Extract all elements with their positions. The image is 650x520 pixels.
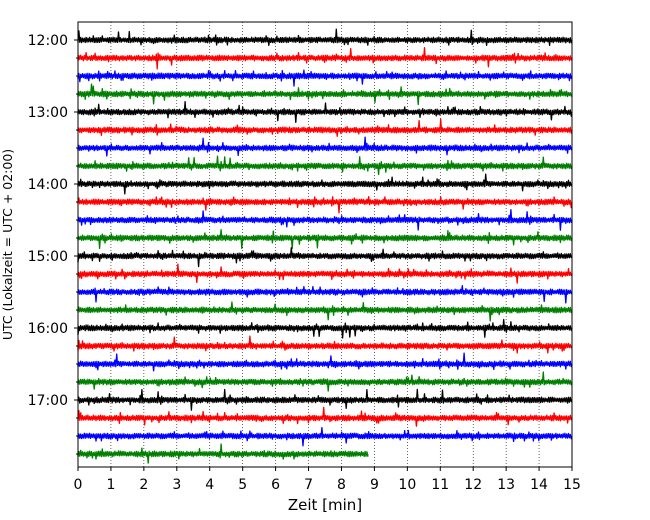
x-tick-label: 7	[304, 477, 313, 493]
y-tick-label: 16:00	[28, 321, 68, 337]
trace-1430	[77, 208, 573, 231]
trace-1600	[77, 318, 573, 339]
trace-1615	[77, 335, 573, 354]
trace-1530	[77, 285, 573, 304]
trace-1345	[77, 155, 573, 176]
y-tick-label: 14:00	[28, 177, 68, 193]
x-tick-label: 15	[563, 477, 581, 493]
trace-1645	[77, 371, 573, 392]
y-tick-label: 12:00	[28, 33, 68, 49]
trace-1245	[77, 83, 573, 106]
trace-1445	[77, 229, 573, 250]
y-axis: 12:00 13:00 14:00 15:00 16:00 17:00	[28, 33, 78, 455]
y-tick-label: 15:00	[28, 249, 68, 265]
x-tick-label: 14	[530, 477, 548, 493]
trace-1630	[77, 352, 573, 372]
x-tick-label: 4	[205, 477, 214, 493]
x-axis-title: Zeit [min]	[288, 496, 362, 514]
trace-1400	[77, 173, 573, 195]
x-tick-label: 11	[431, 477, 449, 493]
trace-1545	[77, 301, 573, 322]
y-tick-label: 13:00	[28, 105, 68, 121]
trace-group	[77, 28, 573, 464]
x-axis: 0 1 2 3 4 5 6 7 8 9 10 11 12 13 14 15	[74, 467, 581, 493]
trace-1230	[77, 69, 573, 87]
x-tick-label: 1	[106, 477, 115, 493]
x-tick-label: 0	[74, 477, 83, 493]
x-tick-label: 13	[497, 477, 515, 493]
y-axis-title: UTC (Lokalzeit = UTC + 02:00)	[0, 149, 15, 340]
trace-1730	[77, 426, 573, 447]
x-tick-label: 9	[370, 477, 379, 493]
trace-1700	[77, 388, 573, 411]
trace-1715	[77, 406, 573, 427]
x-tick-label: 12	[464, 477, 482, 493]
x-tick-label: 3	[172, 477, 181, 493]
trace-1300	[77, 101, 573, 123]
x-tick-label: 5	[238, 477, 247, 493]
trace-1515	[77, 263, 573, 284]
trace-1215	[77, 47, 573, 70]
trace-1500	[77, 247, 573, 268]
trace-1200	[77, 28, 573, 47]
x-tick-label: 8	[337, 477, 346, 493]
y-tick-label: 17:00	[28, 393, 68, 409]
x-tick-label: 6	[271, 477, 280, 493]
trace-1315	[77, 118, 573, 137]
trace-1745	[77, 443, 369, 464]
trace-1330	[77, 136, 573, 157]
x-tick-label: 10	[398, 477, 416, 493]
x-tick-label: 2	[139, 477, 148, 493]
plot-area-frame	[77, 21, 573, 468]
trace-1415	[77, 195, 573, 214]
